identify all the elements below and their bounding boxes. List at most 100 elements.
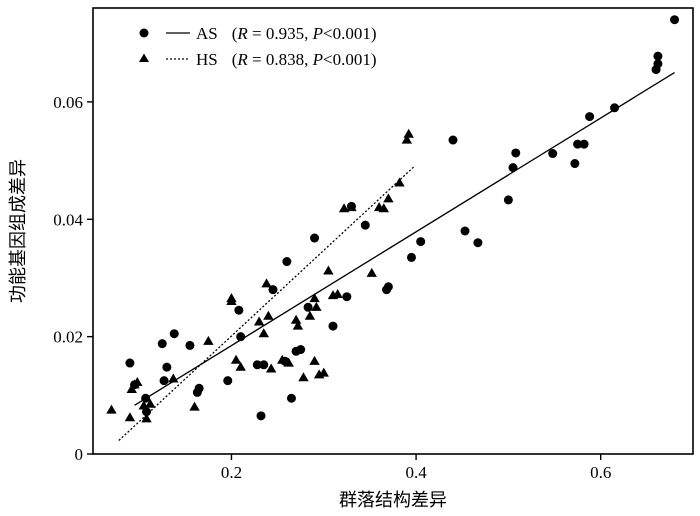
point-hs [230,354,242,364]
point-hs [132,377,143,387]
legend-p-symbol-as: P [312,24,323,43]
point-hs [226,293,237,303]
point-as [383,282,393,292]
point-hs [366,267,377,277]
point-as [585,112,595,122]
point-as [548,149,558,159]
point-as [610,103,620,113]
point-hs [318,367,329,377]
point-as [256,411,266,421]
point-as [310,233,320,243]
point-as [448,135,458,145]
point-hs [394,177,405,187]
point-as [328,321,338,331]
point-hs [263,310,274,320]
point-as [653,51,663,61]
legend-r-value-as: = 0.935, [248,24,313,43]
point-as [162,362,172,372]
point-as [157,339,167,349]
point-hs [145,398,156,408]
point-hs [403,128,414,138]
legend: AS (R = 0.935, P<0.001) HS (R = 0.838, P<0… [139,24,377,69]
data-points [106,15,680,423]
legend-marker-hs [139,53,149,62]
point-hs [309,293,320,303]
fit-line-as [134,71,675,406]
x-axis: 0.2 0.4 0.6 [221,454,611,482]
y-tick-label: 0.06 [53,93,83,112]
point-hs [168,373,179,383]
legend-p-value-as: <0.001 [323,24,371,43]
point-hs [383,193,394,203]
point-hs [203,335,214,345]
legend-r-symbol-hs: R [236,50,248,69]
y-tick-label: 0.02 [53,328,83,347]
legend-p-symbol-hs: P [312,50,323,69]
y-axis-label: 功能基因组成差异 [8,159,29,303]
point-as [511,148,521,158]
point-as [268,285,278,295]
fit-lines [118,71,675,441]
point-hs [311,301,322,311]
point-as [406,252,416,262]
point-as [653,59,663,69]
legend-r-value-hs: = 0.838, [248,50,313,69]
point-hs [265,363,277,373]
x-tick-label: 0.2 [221,463,242,482]
point-hs [253,316,265,326]
point-hs [283,357,294,367]
legend-label-as: AS (R = 0.935, P<0.001) [196,24,377,43]
point-as [508,163,518,173]
point-as [282,257,292,267]
x-axis-label: 群落结构差异 [339,490,447,511]
point-hs [292,320,304,330]
point-hs [261,278,272,288]
point-as [342,292,352,302]
point-as [303,302,313,312]
point-as [460,226,470,236]
point-as [194,383,204,393]
point-as [296,345,306,355]
point-as [670,15,680,25]
y-tick-label: 0.04 [53,210,83,229]
point-hs [235,361,246,371]
x-tick-label: 0.4 [405,463,427,482]
point-hs [126,384,137,394]
fit-line-hs [118,165,415,441]
legend-marker-as [139,28,149,38]
y-tick-label: 0 [75,445,84,464]
point-hs [277,354,288,364]
point-as [416,237,426,247]
legend-series-name-as: AS [196,24,218,43]
point-hs [106,404,117,414]
legend-label-hs: HS (R = 0.838, P<0.001) [196,50,377,69]
point-as [579,139,589,149]
point-as [125,358,135,368]
point-hs [323,265,334,275]
point-as [573,139,583,149]
point-as [360,220,370,230]
point-hs [290,314,302,324]
point-hs [298,372,309,382]
point-as [142,407,152,417]
plot-frame [92,7,694,455]
point-as [503,195,513,205]
point-hs [258,328,269,338]
point-hs [332,288,343,298]
point-hs [189,401,200,411]
point-as [236,332,246,342]
point-as [185,340,195,350]
point-hs [124,412,136,422]
point-hs [378,203,389,213]
point-hs [346,202,357,212]
point-as [234,305,244,315]
legend-series-name-hs: HS [196,50,218,69]
point-as [169,329,179,339]
y-axis: 0 0.02 0.04 0.06 [53,93,93,464]
point-hs [338,203,350,213]
legend-p-value-hs: <0.001 [323,50,371,69]
x-tick-label: 0.6 [590,463,611,482]
legend-r-symbol-as: R [236,24,248,43]
point-as [473,238,483,248]
